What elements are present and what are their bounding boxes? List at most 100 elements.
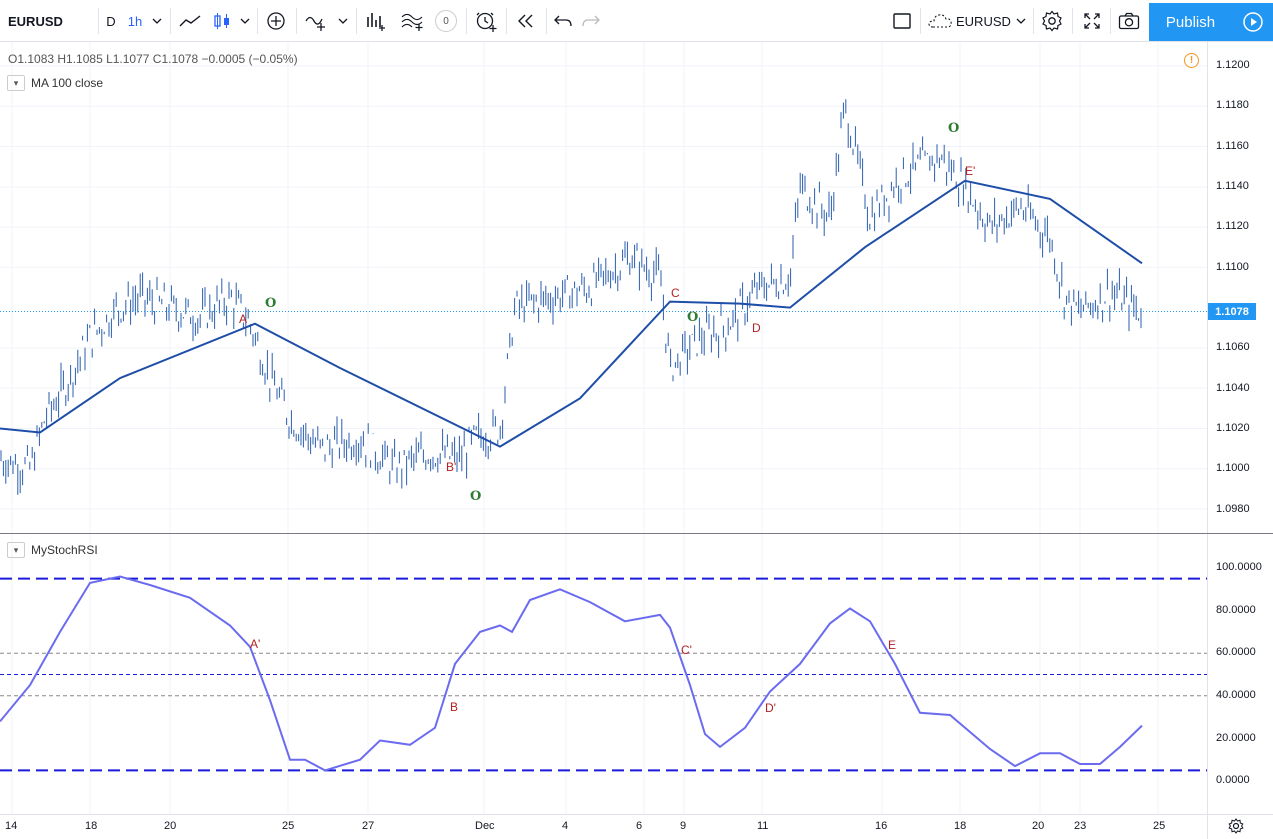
indicators-chevron-icon[interactable]	[336, 0, 350, 42]
pane-separator[interactable]	[0, 533, 1273, 534]
price-tick: 1.0980	[1216, 503, 1250, 515]
price-tick: 1.1200	[1216, 59, 1250, 71]
layout-chevron-icon[interactable]	[1014, 0, 1028, 42]
layout-name[interactable]: EURUSD	[956, 13, 1011, 29]
symbol-search[interactable]: EURUSD	[8, 13, 63, 29]
time-tick: 18	[954, 820, 967, 832]
price-tick: 1.1000	[1216, 462, 1250, 474]
time-tick: 4	[562, 820, 569, 832]
annotation-d: D	[752, 321, 761, 335]
compare-add-icon[interactable]	[262, 0, 290, 42]
price-tick: 1.1180	[1216, 99, 1249, 111]
time-tick: Dec	[475, 820, 495, 832]
top-toolbar: EURUSD D 1h 0	[0, 0, 1273, 42]
separator	[1110, 8, 1111, 34]
time-tick: 23	[1074, 820, 1087, 832]
axis-settings-gear-icon[interactable]	[1228, 818, 1244, 839]
time-tick: 14	[5, 820, 18, 832]
price-tick: 1.1120	[1216, 220, 1249, 232]
settings-gear-icon[interactable]	[1038, 0, 1066, 42]
time-tick: 11	[757, 820, 769, 832]
publish-button[interactable]: Publish	[1149, 3, 1232, 41]
separator	[257, 8, 258, 34]
price-tick: 1.1020	[1216, 422, 1250, 434]
redo-icon[interactable]	[578, 0, 604, 42]
time-tick: 20	[164, 820, 177, 832]
annotation-o: O	[265, 296, 277, 311]
last-price-tag: 1.1078	[1208, 303, 1256, 320]
stoch-legend[interactable]: ▾ MyStochRSI	[7, 542, 98, 558]
separator	[170, 8, 171, 34]
annotation-o: O	[948, 121, 960, 136]
stoch-tick: 60.0000	[1216, 646, 1256, 658]
separator	[546, 8, 547, 34]
separator	[1072, 8, 1073, 34]
candle-series	[0, 99, 1142, 495]
cloud-icon[interactable]	[926, 0, 954, 42]
time-tick: 27	[362, 820, 375, 832]
price-tick: 1.1060	[1216, 341, 1250, 353]
time-axis-border	[0, 814, 1273, 815]
annotation-b-prime: B'	[446, 460, 457, 474]
screenshot-camera-icon[interactable]	[1115, 0, 1143, 42]
stoch-tick: 20.0000	[1216, 732, 1256, 744]
indicator-count-badge: 0	[434, 0, 458, 42]
alert-add-icon[interactable]	[472, 0, 500, 42]
ohlc-values: O1.1083 H1.1085 L1.1077 C1.1078 −0.0005 …	[8, 52, 298, 66]
stoch-tick: 0.0000	[1216, 774, 1250, 786]
annotation-c-prime: C'	[681, 643, 692, 657]
stoch-tick: 40.0000	[1216, 689, 1256, 701]
time-tick: 18	[85, 820, 98, 832]
time-tick: 25	[1153, 820, 1166, 832]
annotation-b: B	[450, 700, 459, 714]
annotation-a: A	[239, 312, 248, 326]
collapse-chevron-icon[interactable]: ▾	[7, 75, 25, 91]
separator	[920, 8, 921, 34]
interval-1h[interactable]: 1h	[127, 13, 143, 29]
replay-icon[interactable]	[512, 0, 540, 42]
annotation-a-prime: A'	[250, 637, 261, 651]
price-tick: 1.1140	[1216, 180, 1249, 192]
indicators-icon[interactable]	[302, 0, 330, 42]
time-tick: 16	[875, 820, 888, 832]
interval-day[interactable]: D	[106, 13, 116, 29]
ma-legend[interactable]: ▾ MA 100 close	[7, 75, 103, 91]
ma-100-line	[0, 179, 1143, 448]
collapse-chevron-icon[interactable]: ▾	[7, 542, 25, 558]
time-tick: 20	[1032, 820, 1045, 832]
separator	[98, 8, 99, 34]
templates-icon[interactable]	[398, 0, 426, 42]
separator	[296, 8, 297, 34]
separator	[506, 8, 507, 34]
stoch-level-lines	[0, 577, 1207, 772]
price-tick: 1.1160	[1216, 140, 1249, 152]
time-tick: 25	[282, 820, 295, 832]
fullscreen-icon[interactable]	[1078, 0, 1106, 42]
stoch-tick: 100.0000	[1216, 561, 1262, 573]
interval-dropdown-chevron-icon[interactable]	[150, 0, 164, 42]
chart-style-chevron-icon[interactable]	[238, 0, 252, 42]
select-layout-icon[interactable]	[888, 0, 916, 42]
grid-lines	[0, 42, 1207, 814]
ma-legend-label: MA 100 close	[31, 76, 104, 90]
warning-icon[interactable]: !	[1184, 53, 1199, 68]
separator	[1033, 8, 1034, 34]
line-style-icon[interactable]	[176, 0, 204, 42]
annotation-e-prime: E'	[965, 164, 976, 178]
stoch-legend-label: MyStochRSI	[31, 543, 98, 557]
stoch-tick: 80.0000	[1216, 604, 1256, 616]
price-tick: 1.1040	[1216, 382, 1250, 394]
candles-style-icon[interactable]	[208, 0, 236, 42]
stoch-rsi-line	[0, 575, 1143, 772]
annotation-o: O	[470, 489, 482, 504]
publish-dropdown-play-icon[interactable]	[1232, 3, 1273, 41]
annotation-d-prime: D'	[765, 701, 776, 715]
price-axis-border	[1207, 42, 1208, 839]
separator	[466, 8, 467, 34]
undo-icon[interactable]	[550, 0, 576, 42]
financials-icon[interactable]	[362, 0, 390, 42]
separator	[356, 8, 357, 34]
time-tick: 9	[680, 820, 687, 832]
annotation-c: C	[671, 286, 680, 300]
